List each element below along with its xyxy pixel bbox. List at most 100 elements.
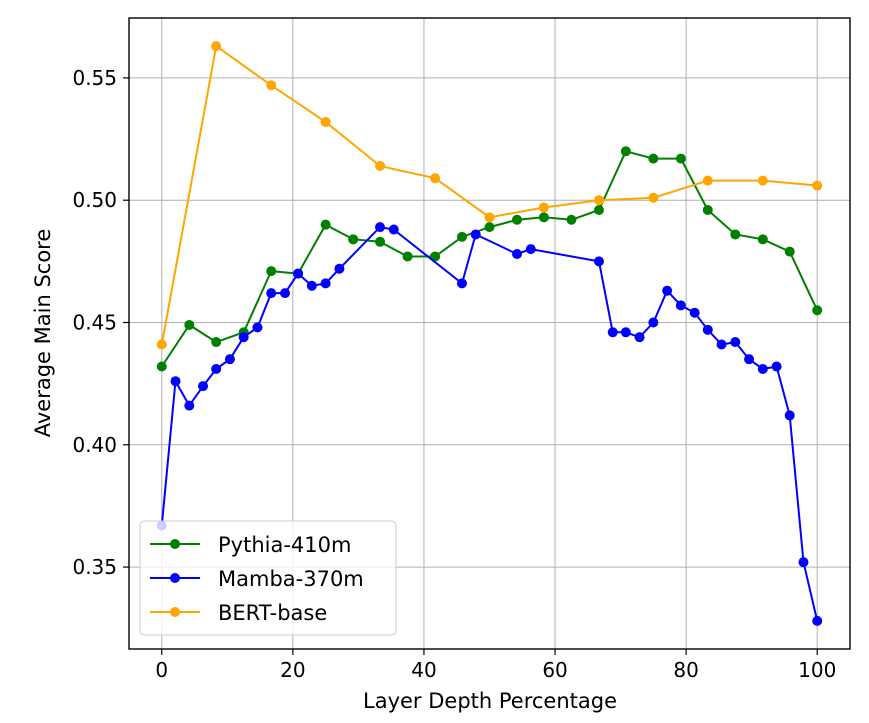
data-point-bert-base [757, 175, 768, 186]
y-tick-label: 0.45 [72, 310, 117, 334]
data-point-mamba-370m [689, 307, 700, 318]
data-point-pythia-410m [702, 204, 713, 215]
data-point-mamba-370m [798, 557, 809, 568]
plot-frame [128, 17, 851, 650]
data-point-pythia-410m [184, 319, 195, 330]
data-point-mamba-370m [224, 354, 235, 365]
data-point-pythia-410m [784, 246, 795, 257]
data-point-bert-base [484, 212, 495, 223]
data-point-bert-base [320, 116, 331, 127]
series-mamba-370m [156, 222, 823, 626]
data-point-pythia-410m [156, 361, 167, 372]
data-point-mamba-370m [198, 381, 209, 392]
data-point-mamba-370m [593, 256, 604, 267]
x-axis-title: Layer Depth Percentage [363, 689, 617, 713]
x-tick-label: 40 [411, 658, 436, 682]
data-point-pythia-410m [648, 153, 659, 164]
data-point-mamba-370m [512, 249, 523, 260]
data-point-mamba-370m [470, 229, 481, 240]
y-tick-label: 0.35 [72, 555, 117, 579]
series-line-bert-base [160, 45, 818, 345]
series-pythia-410m [156, 146, 823, 372]
legend: Pythia-410m Mamba-370m BERT-base [139, 520, 397, 636]
data-point-bert-base [593, 195, 604, 206]
y-tick-label: 0.50 [72, 188, 117, 212]
data-point-bert-base [538, 202, 549, 213]
series-layer [156, 41, 823, 626]
ticks: 0 20 40 60 80 100 0.35 0.40 0.45 0.50 0.55 [72, 66, 836, 682]
legend-frame [139, 520, 397, 636]
data-point-mamba-370m [634, 332, 645, 343]
data-point-pythia-410m [566, 214, 577, 225]
data-point-mamba-370m [662, 285, 673, 296]
data-point-bert-base [648, 192, 659, 203]
data-point-bert-base [702, 175, 713, 186]
data-point-bert-base [812, 180, 823, 191]
data-point-bert-base [211, 41, 222, 52]
data-point-mamba-370m [252, 322, 263, 333]
data-point-mamba-370m [293, 268, 304, 279]
legend-label: Pythia-410m [218, 533, 351, 557]
data-point-mamba-370m [812, 615, 823, 626]
x-tick-label: 60 [542, 658, 567, 682]
legend-marker [170, 539, 180, 549]
y-tick-label: 0.55 [72, 66, 117, 90]
data-point-pythia-410m [320, 219, 331, 230]
data-point-pythia-410m [375, 236, 386, 247]
y-tick-label: 0.40 [72, 433, 117, 457]
data-point-pythia-410m [402, 251, 413, 262]
series-line-pythia-410m [160, 150, 819, 368]
legend-marker [170, 573, 180, 583]
data-point-mamba-370m [744, 354, 755, 365]
data-point-mamba-370m [320, 278, 331, 289]
data-point-mamba-370m [702, 324, 713, 335]
data-point-mamba-370m [648, 317, 659, 328]
x-tick-label: 20 [280, 658, 305, 682]
legend-entry-pythia-410m: Pythia-410m [150, 533, 351, 557]
data-point-pythia-410m [812, 305, 823, 316]
x-tick-label: 100 [798, 658, 836, 682]
legend-label: Mamba-370m [218, 567, 364, 591]
data-point-pythia-410m [484, 222, 495, 233]
data-point-pythia-410m [675, 153, 686, 164]
legend-label: BERT-base [218, 601, 327, 625]
data-point-mamba-370m [784, 410, 795, 421]
data-point-mamba-370m [607, 327, 618, 338]
data-point-mamba-370m [334, 263, 345, 274]
legend-entry-mamba-370m: Mamba-370m [150, 567, 364, 591]
data-point-mamba-370m [757, 363, 768, 374]
data-point-mamba-370m [184, 400, 195, 411]
data-point-pythia-410m [512, 214, 523, 225]
data-point-mamba-370m [525, 244, 536, 255]
x-tick-label: 0 [155, 658, 168, 682]
data-point-mamba-370m [456, 278, 467, 289]
data-point-mamba-370m [620, 327, 631, 338]
x-tick-label: 80 [673, 658, 698, 682]
data-point-pythia-410m [538, 212, 549, 223]
legend-marker [170, 607, 180, 617]
data-point-mamba-370m [211, 363, 222, 374]
legend-entries: Pythia-410m Mamba-370m BERT-base [150, 533, 364, 625]
data-point-pythia-410m [456, 231, 467, 242]
data-point-pythia-410m [757, 234, 768, 245]
data-point-mamba-370m [375, 222, 386, 233]
data-point-bert-base [156, 339, 167, 350]
data-point-pythia-410m [730, 229, 741, 240]
data-point-mamba-370m [306, 280, 317, 291]
data-point-mamba-370m [388, 224, 399, 235]
data-point-mamba-370m [716, 339, 727, 350]
data-point-mamba-370m [675, 300, 686, 311]
legend-entry-bert-base: BERT-base [150, 601, 327, 625]
data-point-mamba-370m [238, 332, 249, 343]
data-point-pythia-410m [593, 204, 604, 215]
data-point-bert-base [375, 160, 386, 171]
series-bert-base [156, 41, 823, 350]
data-point-mamba-370m [170, 376, 181, 387]
data-point-pythia-410m [348, 234, 359, 245]
data-point-bert-base [430, 173, 441, 184]
data-point-bert-base [266, 80, 277, 91]
data-point-pythia-410m [620, 146, 631, 157]
data-point-mamba-370m [730, 337, 741, 348]
y-axis-title: Average Main Score [31, 229, 55, 438]
